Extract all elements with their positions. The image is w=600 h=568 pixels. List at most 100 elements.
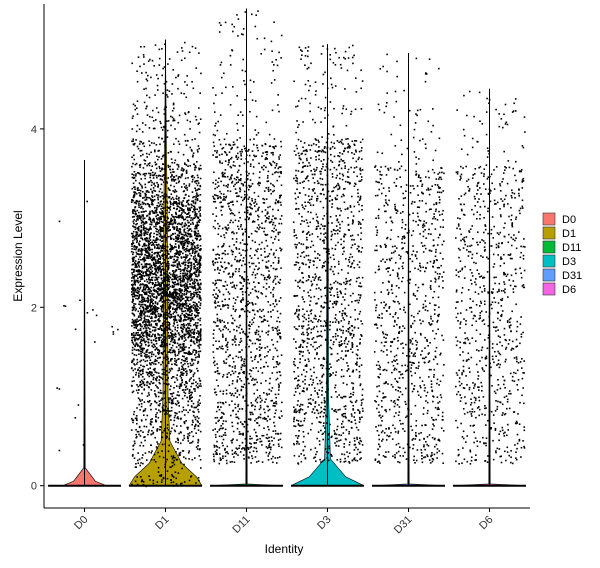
data-point <box>163 331 166 333</box>
data-point <box>160 240 163 243</box>
data-point <box>157 288 160 291</box>
data-point <box>158 232 161 235</box>
data-point <box>140 405 143 408</box>
data-point <box>217 245 219 248</box>
data-point <box>154 333 156 336</box>
data-point <box>196 213 198 215</box>
data-point <box>168 276 171 278</box>
data-point <box>144 192 146 195</box>
data-point <box>133 363 135 365</box>
data-point <box>264 158 267 161</box>
data-point <box>154 309 157 312</box>
data-point <box>219 269 221 271</box>
data-point <box>132 230 135 233</box>
data-point <box>139 360 141 363</box>
data-point <box>188 450 190 452</box>
data-point <box>181 379 183 381</box>
data-point <box>226 175 229 178</box>
data-point <box>145 222 148 224</box>
data-point <box>154 279 156 281</box>
data-point <box>152 217 155 220</box>
data-point <box>151 430 153 432</box>
data-point <box>82 444 85 446</box>
data-point <box>270 236 273 239</box>
data-point <box>179 308 181 310</box>
data-point <box>193 283 195 285</box>
data-point <box>214 125 216 127</box>
data-point <box>155 413 157 416</box>
data-point <box>140 178 142 180</box>
data-point <box>258 424 261 427</box>
data-point <box>256 389 259 391</box>
data-point <box>194 227 196 230</box>
data-point <box>132 299 134 301</box>
data-point <box>273 402 275 404</box>
data-point <box>156 279 158 281</box>
data-point <box>275 397 277 399</box>
data-point <box>186 219 189 222</box>
data-point <box>194 251 197 254</box>
data-point <box>198 221 201 223</box>
data-point <box>183 355 185 358</box>
data-point <box>144 193 147 196</box>
data-point <box>153 189 155 192</box>
data-point <box>131 287 134 289</box>
data-point <box>188 233 191 235</box>
data-point <box>149 226 152 228</box>
data-point <box>173 258 175 261</box>
data-point <box>199 307 201 309</box>
data-point <box>263 230 265 233</box>
data-point <box>149 257 151 259</box>
data-point <box>234 183 236 186</box>
data-point <box>188 277 190 279</box>
data-point <box>149 359 152 361</box>
data-point <box>245 179 248 181</box>
data-point <box>224 199 226 201</box>
data-point <box>178 197 180 200</box>
data-point <box>247 300 249 303</box>
data-point <box>160 270 162 273</box>
data-point <box>176 203 178 206</box>
data-point <box>187 221 190 224</box>
data-point <box>155 337 158 339</box>
data-point <box>192 272 195 274</box>
data-point <box>200 337 202 340</box>
data-point <box>140 222 143 224</box>
data-point <box>173 334 176 336</box>
data-point <box>146 190 149 192</box>
data-point <box>177 416 179 418</box>
data-point <box>168 196 171 198</box>
data-point <box>133 201 136 204</box>
data-point <box>250 203 252 206</box>
data-point <box>176 385 178 387</box>
data-point <box>189 120 191 123</box>
data-point <box>185 274 188 277</box>
data-point <box>165 359 167 361</box>
data-point <box>177 268 180 270</box>
data-point <box>143 101 146 104</box>
data-point <box>184 314 187 317</box>
data-point <box>227 262 230 264</box>
data-point <box>186 139 189 142</box>
data-point <box>166 427 169 429</box>
data-point <box>134 266 137 269</box>
data-point <box>181 226 184 228</box>
data-point <box>147 231 149 233</box>
data-point <box>143 317 146 319</box>
data-point <box>156 296 158 299</box>
data-point <box>266 420 269 422</box>
data-point <box>150 433 152 436</box>
data-point <box>174 332 176 335</box>
data-point <box>158 247 161 250</box>
data-point <box>132 220 135 223</box>
data-point <box>172 315 175 318</box>
data-point <box>245 194 248 196</box>
data-point <box>145 323 147 325</box>
data-point <box>236 390 239 393</box>
data-point <box>153 195 156 198</box>
data-point <box>134 334 137 336</box>
data-point <box>228 404 231 406</box>
data-point <box>231 238 234 240</box>
data-point <box>277 231 280 234</box>
data-point <box>187 330 189 332</box>
